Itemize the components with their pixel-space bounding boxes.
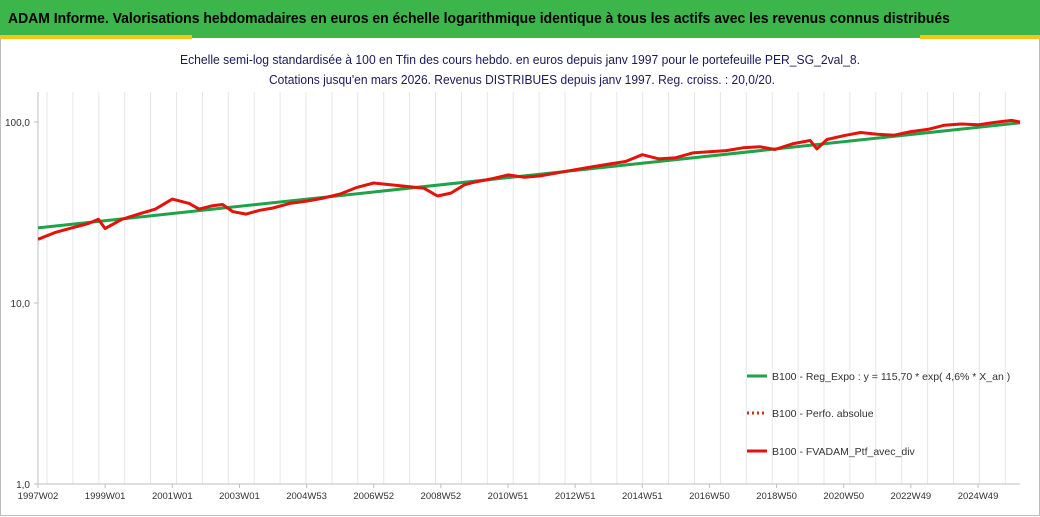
x-tick-label: 2018W50 — [756, 491, 797, 502]
header-bar: ADAM Informe. Valorisations hebdomadaire… — [0, 0, 1040, 38]
x-tick-label: 2022W49 — [891, 491, 932, 502]
regression-line — [37, 121, 1021, 230]
x-tick-label: 1999W01 — [85, 491, 126, 502]
accent-bar-right — [920, 35, 1040, 39]
x-tick-label: 2020W50 — [823, 491, 864, 502]
x-tick-label: 2016W50 — [689, 491, 730, 502]
x-tick-label: 2004W53 — [286, 491, 327, 502]
y-tick-label: 10,0 — [11, 299, 31, 310]
series-lines — [37, 118, 1021, 241]
accent-bar-left — [0, 35, 192, 39]
x-tick-label: 2010W51 — [488, 491, 529, 502]
legend: B100 - Reg_Expo : y = 115,70 * exp( 4,6%… — [747, 371, 1010, 458]
grid-lines — [46, 92, 1006, 484]
x-tick-label: 1997W02 — [18, 491, 59, 502]
x-tick-label: 2012W51 — [555, 491, 596, 502]
legend-label: B100 - Perfo. absolue — [772, 408, 874, 420]
x-tick-label: 2024W49 — [958, 491, 999, 502]
x-tick-label: 2008W52 — [421, 491, 462, 502]
y-tick-label: 100,0 — [5, 118, 30, 129]
axes: 1,0 10,0 100,0 1997W02 1999W01 2001W01 2003W01… — [5, 92, 1020, 502]
chart-title-line2: Cotations jusqu'en mars 2026. Revenus DI… — [269, 73, 775, 87]
ptf-avec-div-line — [37, 118, 1021, 241]
chart-title-line1: Echelle semi-log standardisée à 100 en T… — [180, 53, 860, 67]
legend-label: B100 - Reg_Expo : y = 115,70 * exp( 4,6%… — [772, 371, 1010, 383]
x-tick-label: 2003W01 — [219, 491, 260, 502]
page-title: ADAM Informe. Valorisations hebdomadaire… — [8, 10, 950, 27]
x-tick-label: 2006W52 — [353, 491, 394, 502]
x-tick-label: 2014W51 — [622, 491, 663, 502]
legend-label: B100 - FVADAM_Ptf_avec_div — [772, 446, 916, 458]
y-tick-label: 1,0 — [16, 480, 30, 491]
x-tick-label: 2001W01 — [152, 491, 193, 502]
